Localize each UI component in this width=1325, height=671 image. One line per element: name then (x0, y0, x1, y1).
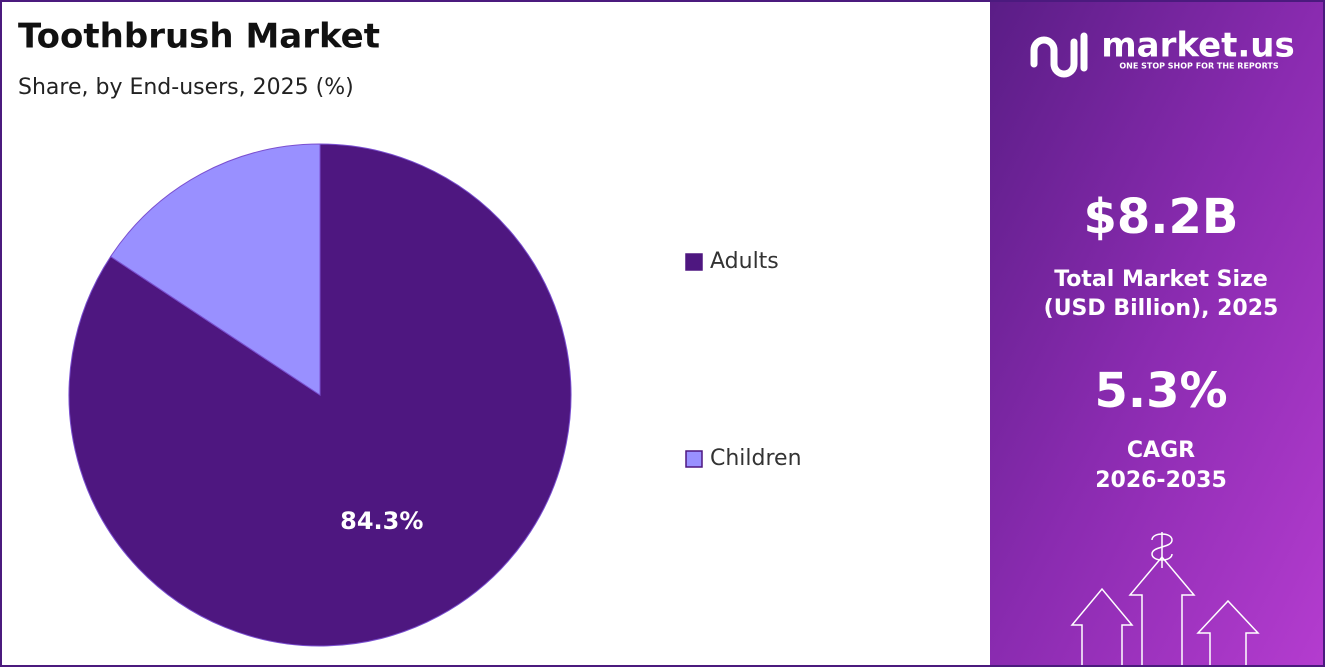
cagr-label: 2026-2035 (1095, 468, 1227, 493)
chart-title: Toothbrush Market (18, 17, 380, 57)
legend: Adults Children (685, 249, 802, 471)
legend-label: Children (710, 446, 802, 471)
data-label: 84.3% (340, 507, 423, 535)
pie: 84.3% (68, 143, 572, 647)
market-size: $8.2B (1083, 189, 1238, 245)
brand: market.us (1101, 26, 1295, 66)
cagr-label: CAGR (1127, 438, 1195, 463)
cagr: 5.3% (1094, 363, 1227, 419)
market-size-label: Total Market Size (1054, 267, 1268, 292)
chart-subtitle: Share, by End-users, 2025 (%) (18, 75, 354, 100)
logo (1030, 32, 1088, 78)
tagline: ONE STOP SHOP FOR THE REPORTS (1119, 62, 1278, 71)
legend-label: Adults (710, 249, 779, 274)
legend-swatch (685, 253, 703, 271)
growth-icon (1070, 532, 1260, 665)
side-panel (990, 2, 1323, 665)
market-size-label: (USD Billion), 2025 (1044, 296, 1279, 321)
pie-slice (109, 143, 321, 396)
legend-swatch (685, 450, 703, 468)
